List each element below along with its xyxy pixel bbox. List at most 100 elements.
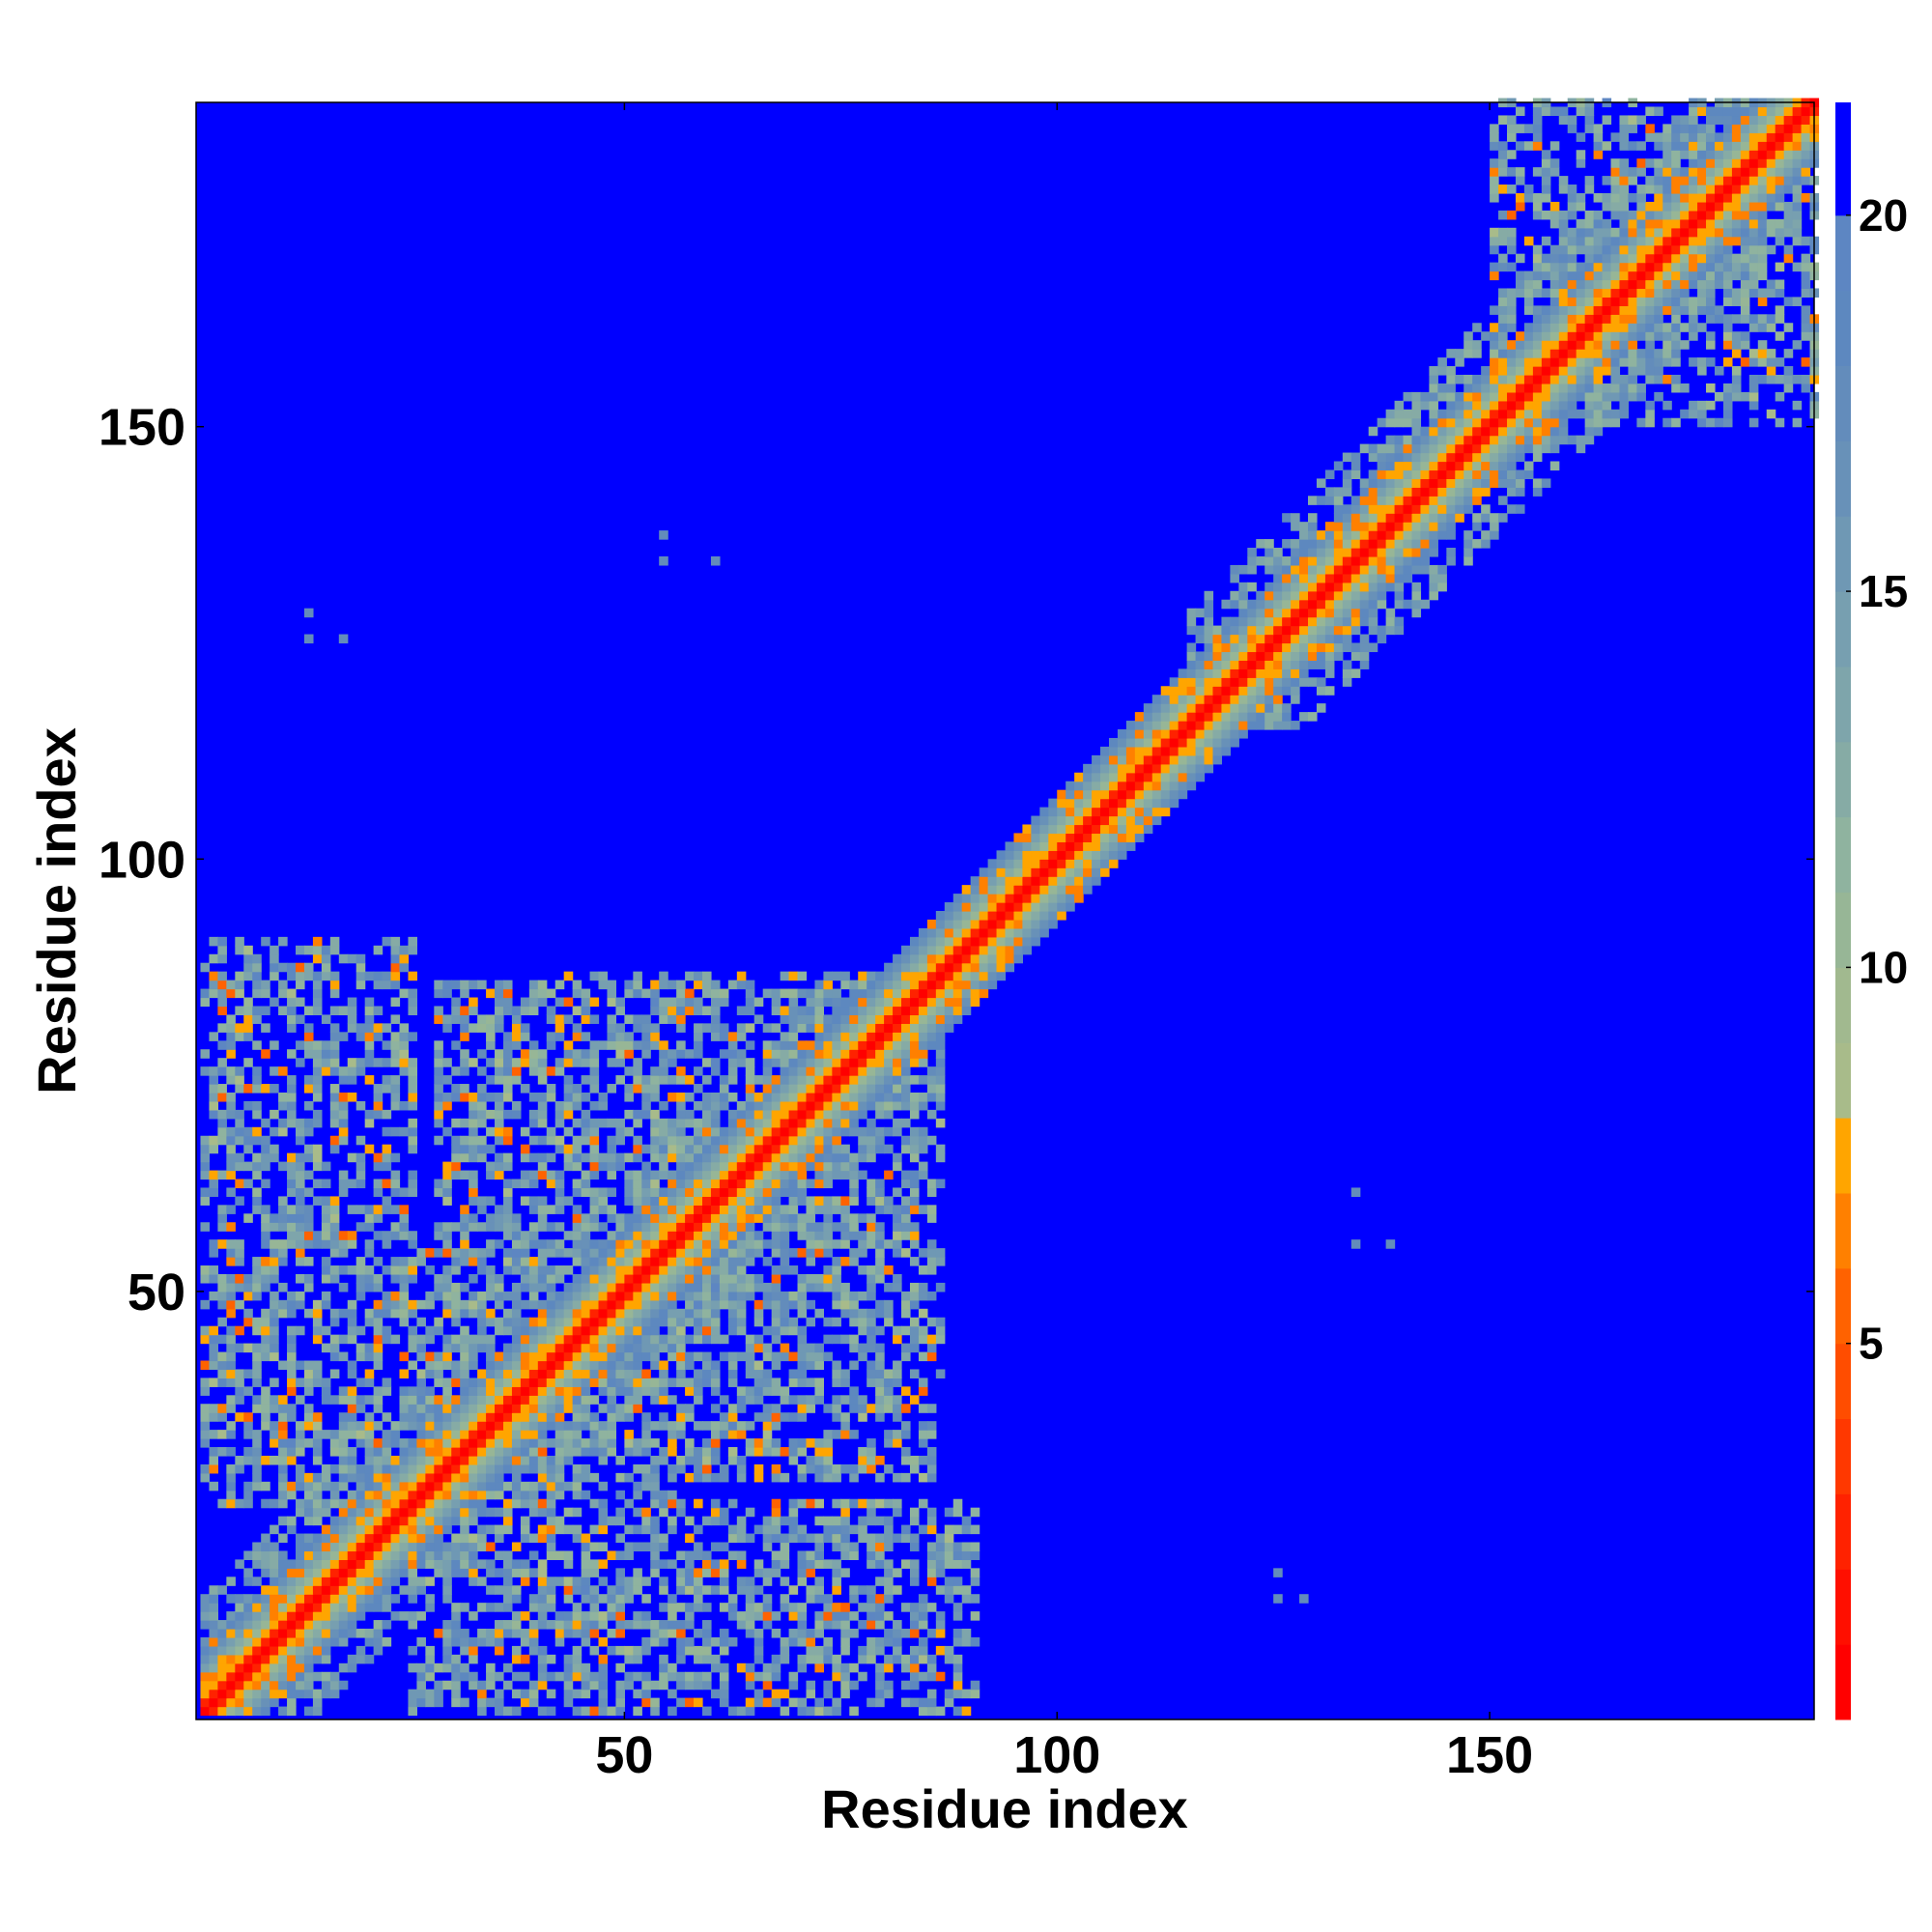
heatmap-cell <box>546 1126 556 1137</box>
heatmap-cell <box>719 1144 729 1154</box>
heatmap-cell <box>589 1058 600 1067</box>
heatmap-cell <box>235 1135 244 1146</box>
heatmap-cell <box>477 1706 487 1717</box>
heatmap-cell <box>511 1040 522 1050</box>
heatmap-cell <box>303 1507 314 1518</box>
heatmap-cell <box>416 1689 426 1699</box>
heatmap-cell <box>607 1404 617 1413</box>
heatmap-cell <box>1013 953 1024 964</box>
heatmap-cell <box>572 1447 582 1457</box>
heatmap-cell <box>650 1126 660 1137</box>
heatmap-cell <box>780 1179 790 1189</box>
heatmap-cell <box>702 1006 712 1016</box>
heatmap-cell <box>589 1282 600 1293</box>
heatmap-cell <box>926 1577 937 1586</box>
heatmap-cell <box>909 1395 920 1405</box>
heatmap-cell <box>373 1472 384 1483</box>
heatmap-cell <box>702 1213 712 1223</box>
heatmap-cell <box>823 1438 833 1448</box>
heatmap-cell <box>676 1343 686 1353</box>
heatmap-cell <box>434 1412 443 1422</box>
heatmap-cell <box>858 1603 867 1612</box>
heatmap-cell <box>633 1075 642 1085</box>
heatmap-cell <box>753 1689 764 1699</box>
heatmap-cell <box>753 1334 764 1345</box>
heatmap-cell <box>952 1662 963 1673</box>
heatmap-cell <box>780 1516 790 1526</box>
heatmap-cell <box>278 1603 288 1612</box>
heatmap-cell <box>624 1231 634 1240</box>
heatmap-cell <box>434 1282 443 1293</box>
heatmap-cell <box>694 1273 703 1284</box>
heatmap-cell <box>926 1006 937 1016</box>
heatmap-cell <box>893 1378 902 1387</box>
heatmap-cell <box>607 1213 617 1223</box>
heatmap-cell <box>727 980 738 990</box>
heatmap-cell <box>217 945 227 955</box>
heatmap-cell <box>460 1378 469 1387</box>
heatmap-cell <box>607 1135 617 1146</box>
heatmap-cell <box>753 1231 764 1240</box>
heatmap-cell <box>668 1291 677 1301</box>
heatmap-cell <box>918 1472 928 1483</box>
heatmap-cell <box>753 1100 764 1111</box>
heatmap-cell <box>771 1334 781 1345</box>
heatmap-cell <box>753 997 764 1008</box>
heatmap-cell <box>823 1196 833 1206</box>
heatmap-cell <box>875 1325 885 1336</box>
heatmap-cell <box>771 1697 781 1708</box>
heatmap-cell <box>217 1636 227 1647</box>
heatmap-cell <box>442 1075 452 1085</box>
heatmap-cell <box>451 1170 461 1180</box>
heatmap-cell <box>875 1378 885 1387</box>
heatmap-cell <box>554 1109 565 1120</box>
heatmap-cell <box>296 1620 305 1630</box>
heatmap-cell <box>390 1014 401 1024</box>
heatmap-cell <box>261 1585 270 1595</box>
heatmap-cell <box>502 1213 513 1223</box>
heatmap-cell <box>875 1040 885 1050</box>
heatmap-cell <box>382 1533 392 1544</box>
heatmap-cell <box>321 1257 331 1266</box>
heatmap-cell <box>287 1308 297 1319</box>
heatmap-cell <box>633 1187 642 1198</box>
heatmap-cell <box>893 1472 902 1483</box>
heatmap-cell <box>200 1049 211 1059</box>
heatmap-cell <box>442 1481 452 1492</box>
heatmap-cell <box>355 962 366 973</box>
heatmap-cell <box>572 1412 582 1422</box>
heatmap-cell <box>469 1680 478 1690</box>
heatmap-cell <box>425 1516 435 1526</box>
heatmap-cell <box>762 1299 773 1310</box>
heatmap-cell <box>520 1248 530 1258</box>
heatmap-cell <box>589 1239 600 1249</box>
heatmap-cell <box>502 1559 513 1569</box>
heatmap-cell <box>935 1559 946 1569</box>
heatmap-cell <box>884 1654 894 1664</box>
heatmap-cell <box>952 1603 963 1612</box>
heatmap-cell <box>633 1404 642 1413</box>
heatmap-cell <box>451 980 461 990</box>
heatmap-cell <box>442 1472 452 1483</box>
heatmap-cell <box>364 997 375 1008</box>
heatmap-cell <box>970 945 980 955</box>
heatmap-cell <box>563 1308 574 1319</box>
heatmap-cell <box>278 1438 288 1448</box>
heatmap-cell <box>312 997 323 1008</box>
heatmap-cell <box>668 1447 677 1457</box>
heatmap-cell <box>477 1291 487 1301</box>
heatmap-cell <box>200 1463 211 1474</box>
heatmap-cell <box>486 1334 496 1345</box>
heatmap-cell <box>935 1325 946 1336</box>
heatmap-cell <box>832 1273 841 1284</box>
heatmap-cell <box>780 1706 790 1717</box>
heatmap-cell <box>840 1075 850 1085</box>
heatmap-cell <box>252 1282 262 1293</box>
heatmap-cell <box>858 1152 867 1163</box>
heatmap-cell <box>797 1152 808 1163</box>
heatmap-cell <box>710 1308 721 1319</box>
heatmap-cell <box>893 1040 902 1050</box>
heatmap-cell <box>243 1689 253 1699</box>
heatmap-cell <box>633 1239 642 1249</box>
heatmap-cell <box>893 1126 902 1137</box>
